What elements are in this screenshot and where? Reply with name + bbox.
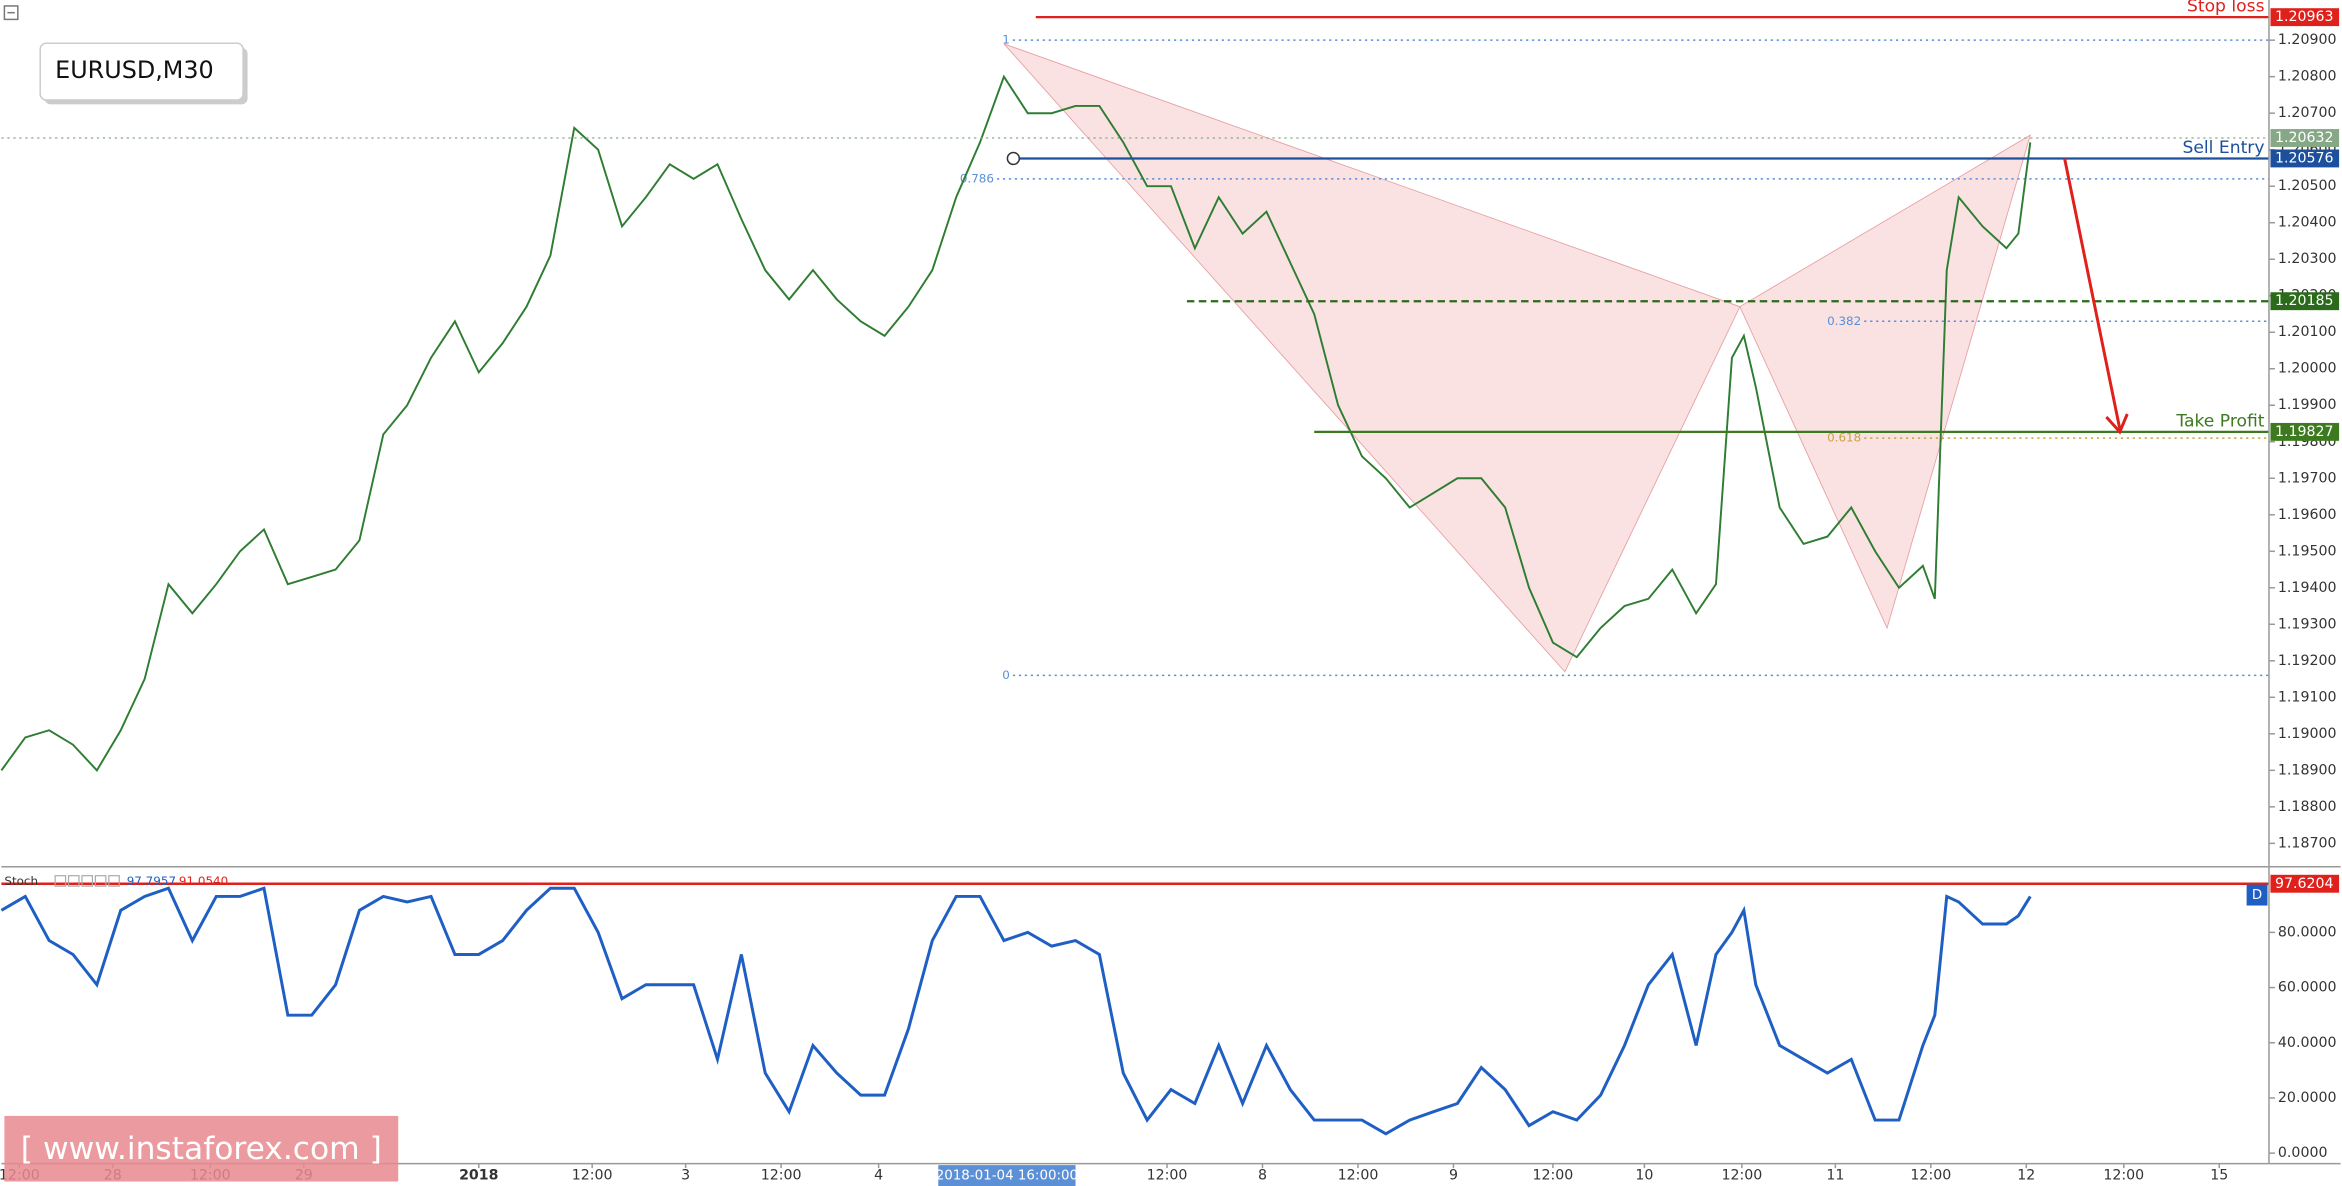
price-tag xyxy=(2270,8,2340,27)
price-tag xyxy=(2270,149,2340,168)
indicator-title: Stoch xyxy=(4,874,38,888)
price-line xyxy=(0,74,2032,772)
y-tick-label: 1.19900 xyxy=(2278,397,2337,413)
y-tick-label: 1.20100 xyxy=(2278,324,2337,340)
crosshair-time-box xyxy=(938,1165,1076,1186)
trade-arrow-head xyxy=(2105,413,2129,435)
watermark-box xyxy=(4,1115,399,1182)
x-tick-label: 4 xyxy=(874,1168,883,1184)
x-tick-label: 12:00 xyxy=(761,1168,802,1184)
fib-label: 0 xyxy=(1002,668,1010,682)
price-line xyxy=(0,886,2032,1136)
y-tick-label: 1.19000 xyxy=(2278,726,2337,742)
y-tick-label: 1.20300 xyxy=(2278,251,2337,267)
y-tick-label: 1.19400 xyxy=(2278,580,2337,596)
x-tick-label: 12:00 xyxy=(1910,1168,1951,1184)
x-tick-label: 10 xyxy=(1635,1168,1653,1184)
price-tag-label: 1.20963 xyxy=(2275,9,2334,25)
price-tag-label: 1.20632 xyxy=(2275,130,2334,146)
symbol-box xyxy=(39,42,244,101)
y-tick-label: 1.20700 xyxy=(2278,105,2337,121)
y-tick-label: 20.0000 xyxy=(2278,1090,2337,1106)
indicator-icon xyxy=(81,875,94,887)
y-tick-label: 1.20500 xyxy=(2278,178,2337,194)
x-tick-label: 12:00 xyxy=(1147,1168,1188,1184)
y-tick-label: 1.19100 xyxy=(2278,689,2337,705)
stoch-tag xyxy=(2270,874,2340,893)
x-tick-label: 9 xyxy=(1449,1168,1458,1184)
y-tick-label: 1.20900 xyxy=(2278,32,2337,48)
level-label: Stop loss xyxy=(2187,0,2265,17)
pattern-leg xyxy=(1739,134,2032,630)
x-tick-label: 12:00 xyxy=(1721,1168,1762,1184)
price-tag-label: 1.20185 xyxy=(2275,293,2334,309)
y-tick-label: 1.19600 xyxy=(2278,507,2337,523)
fib-label: 0.382 xyxy=(1827,314,1861,328)
indicator-icon xyxy=(108,875,120,887)
price-tag-label: 1.19827 xyxy=(2275,424,2334,440)
y-tick-label: 80.0000 xyxy=(2278,924,2337,940)
fib-label: 1 xyxy=(1002,33,1010,47)
pane-marker-box xyxy=(2246,884,2268,906)
y-tick-label: 1.18700 xyxy=(2278,835,2337,851)
entry-marker xyxy=(1006,151,1021,166)
x-tick-label: 11 xyxy=(1826,1168,1844,1184)
x-tick-label: 3 xyxy=(681,1168,690,1184)
y-tick-label: 0.0000 xyxy=(2278,1145,2328,1161)
y-tick-label: 1.20000 xyxy=(2278,361,2337,377)
indicator-icon xyxy=(54,875,67,887)
price-tag xyxy=(2270,292,2340,311)
crosshair-time: 2018-01-04 16:00:00 xyxy=(936,1169,1078,1184)
collapse-icon[interactable] xyxy=(3,5,19,21)
indicator-readout: 97.7957 xyxy=(127,874,176,888)
level-label: Sell Entry xyxy=(2182,138,2264,158)
x-tick-label: 12:00 xyxy=(1338,1168,1379,1184)
y-tick-label: 1.19300 xyxy=(2278,616,2337,632)
x-tick-label: 12:00 xyxy=(2103,1168,2144,1184)
symbol-label: EURUSD,M30 xyxy=(55,56,214,84)
y-tick-label: 40.0000 xyxy=(2278,1035,2337,1051)
pane-marker: D xyxy=(2252,888,2262,903)
x-tick-label: 12 xyxy=(2017,1168,2035,1184)
y-tick-label: 1.19500 xyxy=(2278,543,2337,559)
y-tick-label: 1.19200 xyxy=(2278,653,2337,669)
x-tick-label: 12:00 xyxy=(1533,1168,1574,1184)
price-tag-label: 1.20576 xyxy=(2275,150,2334,166)
y-tick-label: 1.19700 xyxy=(2278,470,2337,486)
y-tick-label: 1.20400 xyxy=(2278,215,2337,231)
y-tick-label: 60.0000 xyxy=(2278,980,2337,996)
indicator-icon xyxy=(94,875,107,887)
fib-label: 0.618 xyxy=(1827,431,1861,445)
indicator-readout: 91.0540 xyxy=(179,874,228,888)
y-tick-label: 1.20800 xyxy=(2278,69,2337,85)
x-tick-label: 8 xyxy=(1258,1168,1267,1184)
price-tag xyxy=(2270,129,2340,147)
x-tick-label: 12:00 xyxy=(572,1168,613,1184)
price-tag xyxy=(2270,422,2340,441)
x-tick-label: 15 xyxy=(2210,1168,2228,1184)
stoch-tag-label: 97.6204 xyxy=(2275,876,2334,892)
y-tick-label: 1.18900 xyxy=(2278,762,2337,778)
y-tick-label: 1.18800 xyxy=(2278,799,2337,815)
watermark: [ www.instaforex.com ] xyxy=(21,1131,382,1167)
pattern-leg xyxy=(1003,43,1741,673)
indicator-icon xyxy=(67,875,80,887)
level-label: Take Profit xyxy=(2175,411,2264,431)
trade-arrow xyxy=(2063,158,2122,430)
x-tick-label: 2018 xyxy=(459,1168,498,1184)
fib-label: 0.786 xyxy=(960,171,994,185)
